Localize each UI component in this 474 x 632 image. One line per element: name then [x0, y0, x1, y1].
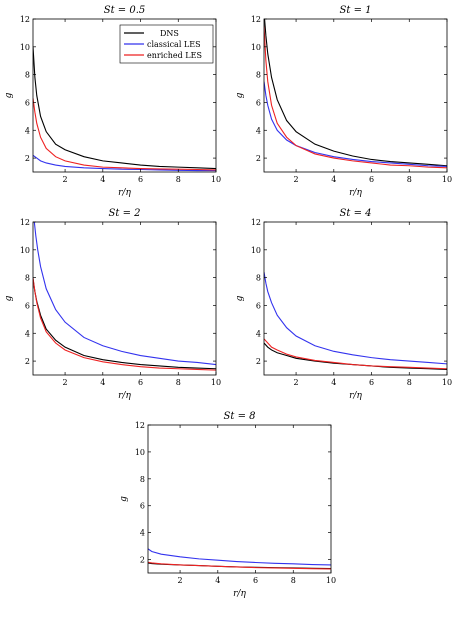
y-tick-label: 8	[256, 274, 261, 283]
panel-st-1: 2 4 6 8 10 2 4 6 8 10 12 St = 1 r/η g	[235, 5, 452, 198]
x-tick-label: 8	[407, 378, 412, 387]
y-tick-label: 12	[20, 15, 30, 24]
panel-title: St = 4	[340, 208, 372, 219]
y-tick-label: 8	[25, 274, 30, 283]
x-tick-label: 4	[100, 175, 105, 184]
x-tick-label: 4	[100, 378, 105, 387]
y-tick-label: 10	[20, 246, 30, 255]
legend: DNS classical LES enriched LES	[119, 24, 214, 64]
y-tick-label: 10	[251, 246, 261, 255]
x-tick-label: 6	[138, 378, 143, 387]
x-tick-label: 6	[253, 576, 258, 585]
x-tick-label: 10	[442, 378, 452, 387]
series-line-enriched-les	[148, 561, 331, 570]
series-line-dns	[264, 342, 447, 370]
y-tick-label: 4	[256, 329, 261, 338]
series-line-enriched-les	[33, 98, 216, 171]
series-line-classical-les	[33, 222, 216, 366]
x-tick-label: 4	[331, 175, 336, 184]
plot-frame	[263, 18, 448, 173]
x-axis-label: r/η	[233, 589, 246, 599]
y-tick-label: 6	[256, 301, 261, 310]
x-tick-label: 4	[215, 576, 220, 585]
series-line-enriched-les	[264, 338, 447, 370]
series-line-classical-les	[33, 154, 216, 172]
panel-title: St = 2	[109, 208, 141, 219]
y-tick-label: 2	[256, 357, 261, 366]
panel-st-0-5: 2 4 6 8 10 2 4 6 8 10 12 St = 0.5 r/η g DNS classical L…	[4, 5, 221, 198]
y-tick-label: 8	[256, 71, 261, 80]
y-tick-label: 10	[251, 43, 261, 52]
x-tick-label: 2	[63, 378, 68, 387]
y-tick-label: 4	[140, 529, 145, 538]
x-tick-label: 10	[326, 576, 336, 585]
series-line-enriched-les	[264, 25, 447, 169]
series-line-enriched-les	[33, 277, 216, 371]
legend-label: enriched LES	[147, 51, 202, 60]
y-axis-label: g	[4, 92, 14, 98]
legend-label: DNS	[160, 29, 179, 38]
series-line-dns	[33, 46, 216, 170]
y-tick-label: 12	[20, 218, 30, 227]
y-axis-label: g	[4, 295, 14, 301]
y-tick-label: 2	[140, 556, 145, 565]
x-tick-label: 10	[442, 175, 452, 184]
x-tick-label: 2	[294, 175, 299, 184]
x-tick-label: 8	[407, 175, 412, 184]
panel-st-8: 2 4 6 8 10 2 4 6 8 10 12 St = 8 r/η g	[119, 411, 336, 599]
y-tick-label: 6	[256, 98, 261, 107]
x-tick-label: 2	[294, 378, 299, 387]
y-tick-label: 10	[135, 448, 145, 457]
x-tick-label: 6	[369, 175, 374, 184]
panel-title: St = 0.5	[104, 5, 146, 16]
x-axis-label: r/η	[349, 188, 362, 198]
x-tick-label: 8	[291, 576, 296, 585]
y-tick-label: 4	[25, 329, 30, 338]
y-tick-label: 6	[25, 98, 30, 107]
y-tick-label: 8	[25, 71, 30, 80]
y-tick-label: 12	[251, 15, 261, 24]
x-tick-label: 2	[178, 576, 183, 585]
panel-st-4: 2 4 6 8 10 2 4 6 8 10 12 St = 4 r/η g	[235, 208, 452, 401]
y-tick-label: 12	[135, 421, 145, 430]
series-line-classical-les	[264, 271, 447, 365]
x-tick-label: 6	[369, 378, 374, 387]
y-tick-label: 2	[25, 357, 30, 366]
y-tick-label: 2	[25, 154, 30, 163]
panel-title: St = 8	[224, 411, 256, 422]
x-axis-label: r/η	[349, 391, 362, 401]
y-tick-label: 6	[25, 301, 30, 310]
x-axis-label: r/η	[118, 391, 131, 401]
x-tick-label: 4	[331, 378, 336, 387]
y-axis-label: g	[235, 92, 245, 98]
plot-frame	[147, 424, 332, 574]
x-tick-label: 8	[176, 378, 181, 387]
plot-frame	[32, 221, 217, 376]
plot-frame	[263, 221, 448, 376]
x-tick-label: 10	[211, 378, 221, 387]
y-tick-label: 10	[20, 43, 30, 52]
y-tick-label: 12	[251, 218, 261, 227]
y-axis-label: g	[119, 496, 129, 502]
x-tick-label: 2	[63, 175, 68, 184]
panel-st-2: 2 4 6 8 10 2 4 6 8 10 12 St = 2 r/η g	[4, 208, 221, 401]
x-tick-label: 6	[138, 175, 143, 184]
y-tick-label: 4	[25, 126, 30, 135]
y-tick-label: 2	[256, 154, 261, 163]
x-axis-label: r/η	[118, 188, 131, 198]
series-line-dns	[33, 278, 216, 370]
y-tick-label: 6	[140, 502, 145, 511]
series-line-classical-les	[264, 81, 447, 167]
y-axis-label: g	[235, 295, 245, 301]
legend-label: classical LES	[147, 40, 201, 49]
plot-frame	[32, 18, 217, 173]
x-tick-label: 8	[176, 175, 181, 184]
y-tick-label: 8	[140, 475, 145, 484]
y-tick-label: 4	[256, 126, 261, 135]
panel-title: St = 1	[340, 5, 372, 16]
series-line-classical-les	[148, 548, 331, 566]
x-tick-label: 10	[211, 175, 221, 184]
series-line-dns	[264, 19, 447, 167]
